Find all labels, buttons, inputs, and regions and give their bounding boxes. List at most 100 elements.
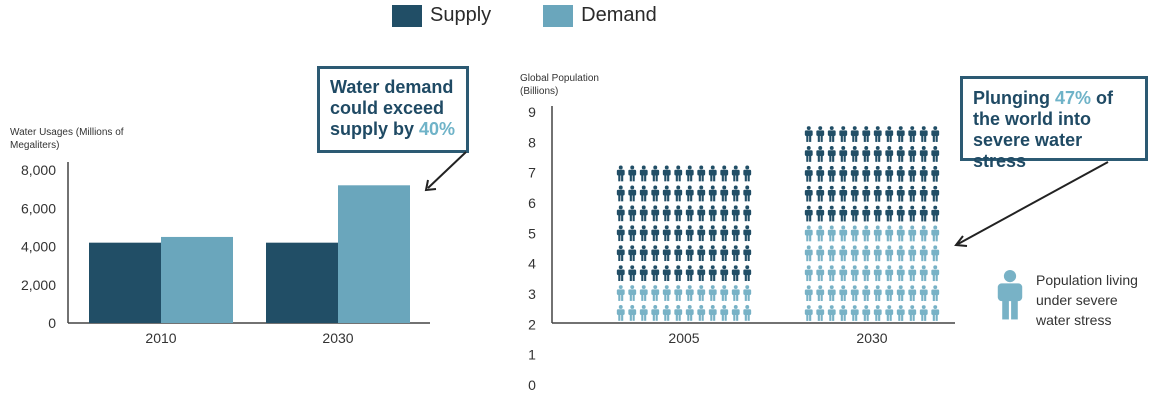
person-icon [931,305,940,321]
person-icon [850,285,859,302]
person-icon [731,225,740,242]
person-icon [685,165,694,182]
person-icon [743,305,752,321]
person-icon [651,165,660,182]
person-icon [816,225,825,242]
person-icon [804,126,813,142]
person-icon [862,305,871,321]
person-icon [674,245,683,262]
person-icon [616,165,625,182]
person-icon [720,225,729,242]
person-icon [827,205,836,222]
right-x-tick-label: 2030 [856,330,887,346]
person-icon [639,245,648,262]
person-icon [662,285,671,301]
person-icon [908,146,917,162]
person-icon [708,225,717,242]
person-icon [862,165,871,182]
person-icon [662,305,671,321]
person-icon [639,205,648,222]
person-icon [908,126,917,142]
person-icon [919,165,928,182]
person-icon [804,245,813,262]
person-icon [850,185,859,202]
person-icon [639,265,648,282]
legend-item-demand: Demand [543,4,657,27]
person-icon [919,185,928,202]
person-icon [685,265,694,282]
person-icon [816,185,825,202]
bar-demand-2010 [161,236,233,323]
person-icon [651,185,660,202]
person-icon [697,165,706,182]
person-icon [662,245,671,262]
person-icon [651,205,660,222]
person-icon [674,165,683,182]
right-y-tick-label: 9 [528,104,536,120]
person-icon [885,165,894,182]
person-icon [827,225,836,242]
water-usage-chart: 0 2,000 4,000 6,000 8,000 2010 2030 [21,162,430,346]
left-x-tick-label: 2030 [322,330,353,346]
person-icon [908,185,917,202]
person-icon [685,305,694,321]
person-icon [708,265,717,282]
person-icon [931,285,940,302]
person-icon [931,245,940,262]
person-icon [919,245,928,262]
person-icon [697,265,706,282]
person-icon [885,245,894,262]
person-icon [804,305,813,321]
person-icon [651,245,660,262]
left-x-tick-label: 2010 [145,330,176,346]
person-icon [873,285,882,302]
person-icon [720,265,729,282]
person-icon [862,225,871,242]
person-icon [616,265,625,282]
left-y-tick-label: 8,000 [21,162,56,178]
person-icon [873,245,882,262]
person-icon [850,225,859,242]
person-icon [804,225,813,242]
person-icon [743,285,752,301]
person-icon [685,205,694,222]
person-icon [743,245,752,262]
person-icon [616,205,625,222]
person-icon [639,185,648,202]
person-icon [662,225,671,242]
person-icon [804,185,813,202]
person-icon [685,285,694,301]
person-icon [674,185,683,202]
left-y-tick-label: 0 [48,315,56,331]
person-icon [697,205,706,222]
person-icon [885,126,894,142]
person-icon [873,205,882,222]
person-icon [743,225,752,242]
person-icon [931,185,940,202]
person-icon [816,285,825,302]
person-icon [816,146,825,162]
person-icon [919,225,928,242]
person-icon [862,126,871,142]
person-icon [720,205,729,222]
person-icon [697,225,706,242]
person-icon [908,245,917,262]
person-icon [743,185,752,202]
left-y-tick-label: 4,000 [21,239,56,255]
person-icon [743,165,752,182]
person-icon [873,185,882,202]
person-icon [804,285,813,302]
person-icon [816,126,825,142]
person-icon [674,225,683,242]
legend-label-demand: Demand [581,4,657,26]
person-icon [850,305,859,321]
person-icon [839,305,848,321]
person-icon [896,265,905,282]
water-demand-arrow [427,151,467,189]
person-icon [616,225,625,242]
callout-arrows [424,151,1109,247]
person-icon [720,185,729,202]
person-icon [873,126,882,142]
population-callout-suffix: of the world into severe water stress [973,88,1114,171]
